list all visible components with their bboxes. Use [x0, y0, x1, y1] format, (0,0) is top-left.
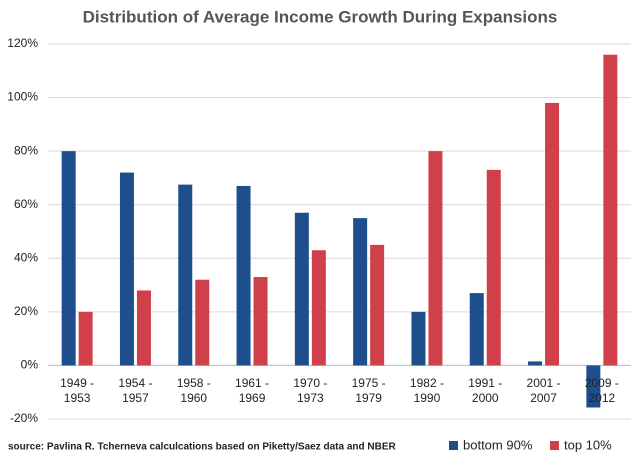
bar: [370, 244, 385, 366]
bar: [61, 151, 76, 366]
x-tick-label: 2009 - 2012: [584, 376, 619, 405]
bar: [586, 365, 601, 408]
chart-title: Distribution of Average Income Growth Du…: [83, 7, 558, 26]
bar: [119, 172, 134, 366]
y-tick-label: 0%: [21, 358, 39, 372]
x-tick-label: 1970 - 1973: [293, 376, 328, 405]
x-tick-label: 2001 - 2007: [526, 376, 561, 405]
bar: [528, 361, 543, 366]
bar: [136, 290, 151, 366]
bar: [545, 102, 560, 366]
x-tick-label: 1949 - 1953: [60, 376, 95, 405]
x-tick-label: 1958 - 1960: [176, 376, 211, 405]
x-tick-label: 1961 - 1969: [235, 376, 270, 405]
bar: [253, 277, 268, 366]
bar: [603, 54, 618, 366]
y-tick-label: 120%: [7, 36, 38, 50]
bar: [486, 169, 501, 366]
source-note: source: Pavlina R. Tcherneva calculcatio…: [8, 442, 397, 453]
y-tick-label: 40%: [14, 250, 38, 264]
legend-swatch: [449, 441, 458, 450]
bar: [178, 184, 193, 366]
bar: [428, 151, 443, 366]
bar: [294, 212, 309, 366]
bar: [353, 218, 368, 366]
bar: [469, 293, 484, 366]
y-tick-label: 80%: [14, 143, 38, 157]
legend-label: top 10%: [564, 437, 612, 452]
x-tick-label: 1991 - 2000: [468, 376, 503, 405]
x-tick-label: 1982 - 1990: [409, 376, 444, 405]
y-tick-label: 20%: [14, 304, 38, 318]
y-tick-label: 100%: [7, 90, 38, 104]
x-tick-label: 1975 - 1979: [351, 376, 386, 405]
bar: [311, 250, 326, 366]
y-tick-label: -20%: [10, 411, 38, 425]
x-tick-label: 1954 - 1957: [118, 376, 153, 405]
bar: [195, 279, 210, 366]
y-tick-label: 60%: [14, 197, 38, 211]
bar: [236, 185, 251, 366]
bar: [411, 311, 426, 366]
legend-label: bottom 90%: [463, 437, 533, 452]
legend-swatch: [550, 441, 559, 450]
bar: [78, 311, 93, 366]
